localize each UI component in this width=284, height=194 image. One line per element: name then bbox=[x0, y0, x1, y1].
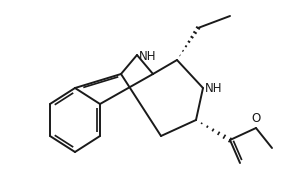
Text: NH: NH bbox=[205, 82, 222, 95]
Text: O: O bbox=[251, 112, 261, 125]
Text: NH: NH bbox=[139, 49, 156, 62]
